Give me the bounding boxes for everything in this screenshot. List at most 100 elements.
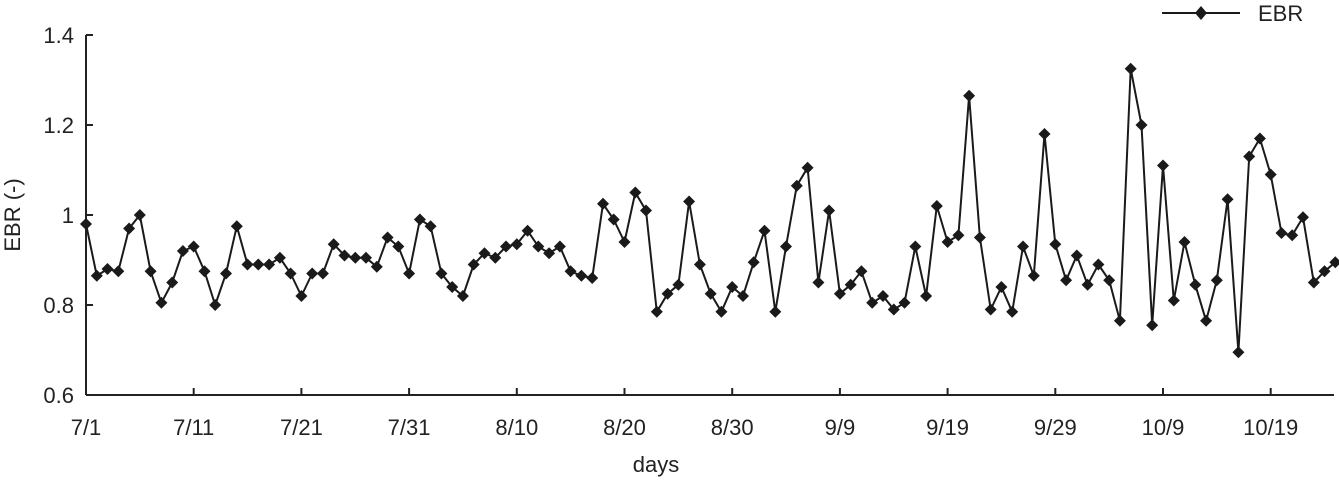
data-point-diamond — [887, 303, 900, 316]
y-tick-label: 1.4 — [43, 23, 74, 48]
data-point-diamond — [403, 267, 416, 280]
data-point-diamond — [1210, 274, 1223, 287]
data-point-diamond — [316, 267, 329, 280]
data-point-diamond — [1221, 193, 1234, 206]
data-point-diamond — [1017, 240, 1029, 253]
data-point-diamond — [1157, 159, 1169, 172]
data-point-diamond — [995, 281, 1008, 293]
data-point-diamond — [984, 303, 997, 316]
data-point-diamond — [252, 258, 265, 271]
data-point-diamond — [1307, 276, 1320, 289]
data-point-diamond — [112, 265, 125, 278]
data-point-diamond — [898, 296, 911, 309]
y-tick-label: 1 — [62, 203, 74, 228]
data-point-diamond — [780, 240, 792, 253]
y-axis-title: EBR (-) — [0, 178, 25, 251]
data-point-diamond — [1167, 294, 1180, 307]
data-point-diamond — [715, 305, 728, 318]
data-point-diamond — [1049, 238, 1062, 251]
data-point-diamond — [349, 251, 362, 264]
data-point-diamond — [855, 265, 868, 278]
data-point-diamond — [1329, 256, 1339, 269]
data-point-diamond — [672, 278, 685, 291]
data-point-diamond — [930, 200, 943, 212]
data-point-diamond — [446, 281, 459, 293]
data-point-diamond — [1060, 274, 1073, 287]
data-point-diamond — [597, 197, 609, 210]
data-point-diamond — [973, 231, 986, 244]
data-point-diamond — [683, 195, 696, 208]
data-point-diamond — [1200, 314, 1213, 327]
data-point-diamond — [370, 260, 383, 273]
data-point-diamond — [478, 247, 491, 260]
y-tick-label: 0.6 — [43, 383, 74, 408]
data-point-diamond — [198, 265, 211, 278]
data-point-diamond — [133, 209, 146, 221]
data-point-diamond — [155, 296, 168, 309]
data-point-diamond — [532, 240, 545, 253]
data-point-diamond — [1232, 346, 1245, 359]
data-point-diamond — [500, 240, 512, 253]
y-axis: 0.6 0.8 1 1.2 1.4 — [43, 23, 93, 408]
data-point-diamond — [801, 161, 814, 174]
legend: EBR — [1162, 1, 1303, 26]
data-point-diamond — [564, 265, 577, 278]
data-point-diamond — [1178, 236, 1191, 248]
data-point-diamond — [467, 258, 480, 271]
data-point-diamond — [747, 256, 760, 269]
data-point-diamond — [306, 267, 319, 280]
data-point-diamond — [866, 296, 879, 309]
data-point-diamond — [284, 267, 297, 280]
data-point-diamond — [629, 186, 642, 199]
data-point-diamond — [263, 258, 276, 271]
data-point-diamond — [607, 213, 620, 226]
data-point-diamond — [220, 267, 232, 280]
data-point-diamond — [1318, 265, 1331, 278]
data-point-diamond — [909, 240, 922, 253]
data-point-diamond — [618, 236, 631, 248]
legend-diamond-marker — [1195, 6, 1207, 20]
data-point-diamond — [963, 89, 976, 102]
data-point-diamond — [920, 290, 933, 302]
y-tick-label: 0.8 — [43, 293, 74, 318]
data-point-diamond — [338, 249, 351, 262]
x-tick-label: 10/19 — [1243, 415, 1298, 440]
data-point-diamond — [1103, 274, 1116, 287]
data-point-diamond — [952, 229, 965, 242]
data-point-diamond — [790, 179, 803, 192]
data-point-diamond — [209, 299, 222, 311]
x-axis: 7/1 7/11 7/21 7/31 8/10 8/20 8/30 9/9 9/19 9/29 10… — [71, 388, 1334, 440]
data-point-diamond — [693, 258, 706, 271]
data-point-diamond — [1297, 211, 1309, 224]
data-point-diamond — [176, 245, 189, 257]
data-point-diamond — [1113, 314, 1126, 327]
data-point-diamond — [360, 251, 372, 264]
data-point-diamond — [1286, 229, 1299, 242]
x-tick-label: 9/9 — [825, 415, 856, 440]
data-point-diamond — [1006, 305, 1019, 318]
x-tick-label: 7/31 — [388, 415, 431, 440]
data-point-diamond — [1253, 132, 1266, 145]
x-axis-title: days — [633, 452, 679, 477]
x-tick-label: 8/20 — [603, 415, 646, 440]
data-point-diamond — [241, 258, 254, 271]
data-point-diamond — [187, 240, 200, 253]
data-point-diamond — [586, 272, 599, 284]
x-tick-label: 7/21 — [280, 415, 323, 440]
data-point-diamond — [941, 236, 954, 248]
data-point-diamond — [413, 213, 426, 226]
data-point-diamond — [844, 278, 857, 291]
data-point-diamond — [823, 204, 836, 217]
data-point-diamond — [704, 287, 717, 300]
series-layer — [80, 62, 1339, 359]
data-point-diamond — [640, 204, 652, 217]
data-point-diamond — [1081, 278, 1094, 291]
data-point-diamond — [1264, 168, 1277, 181]
data-point-diamond — [295, 290, 308, 302]
data-point-diamond — [1038, 128, 1051, 140]
data-point-diamond — [90, 269, 103, 282]
x-tick-label: 8/10 — [495, 415, 538, 440]
data-point-diamond — [144, 265, 157, 278]
data-point-diamond — [726, 281, 739, 293]
